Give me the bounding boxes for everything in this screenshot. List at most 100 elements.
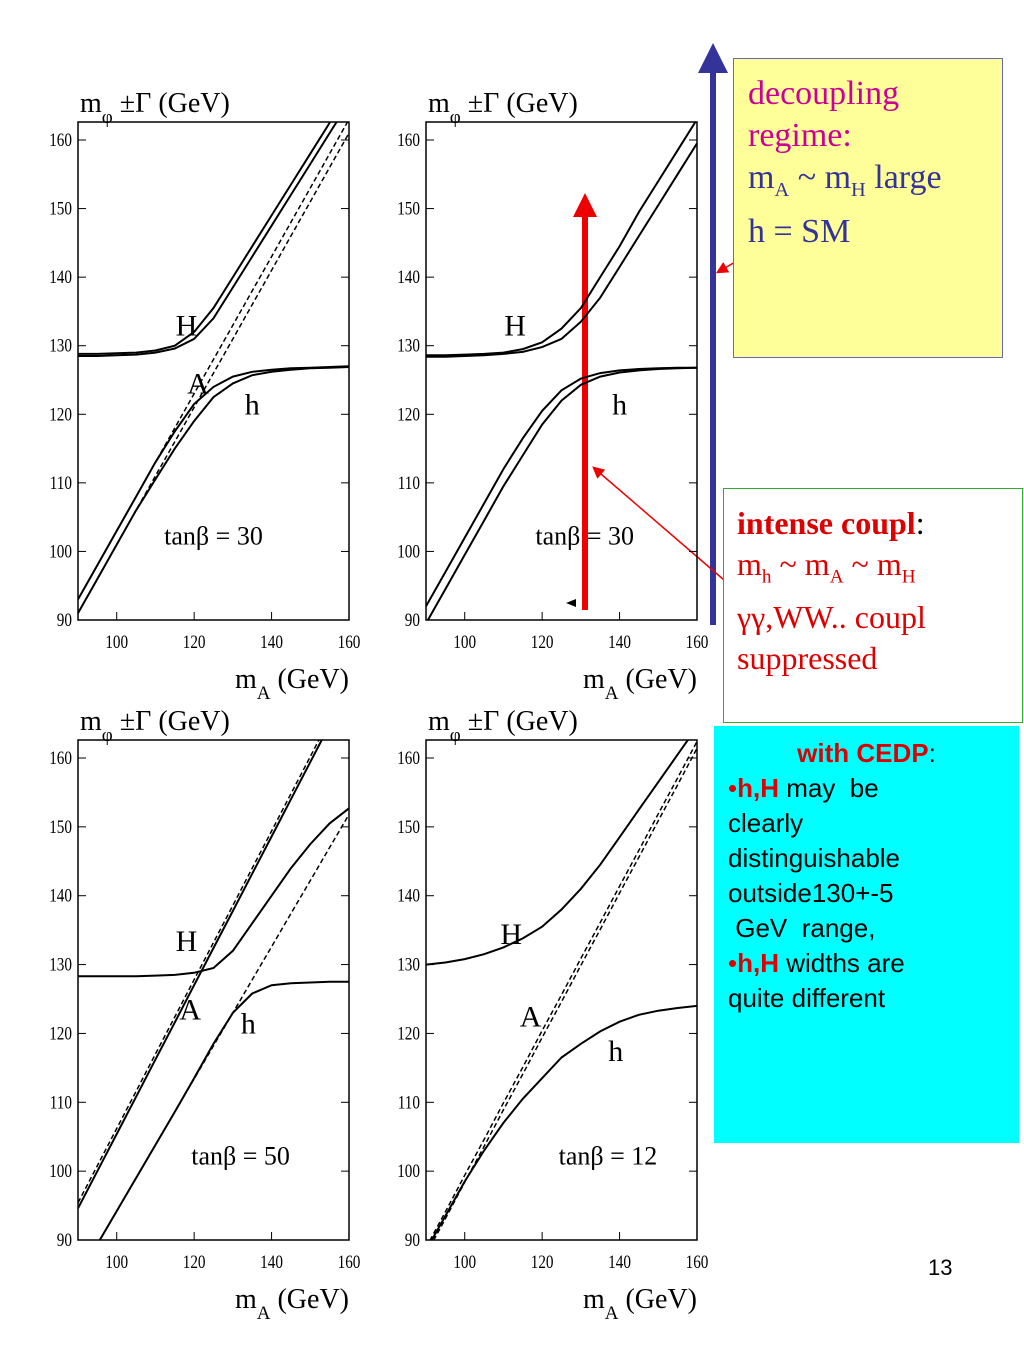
bullet: • [728,948,738,978]
text: decoupling [748,75,900,112]
line [78,122,349,600]
text: m [428,88,450,119]
text: ~ m [789,159,852,196]
annotation: A [187,368,209,401]
x-tick-label: 140 [608,1251,631,1272]
y-tick-label: 110 [398,1092,420,1113]
text: ~ m [771,546,830,582]
text: mh ~ mA ~ mH [737,544,1022,597]
annotation: tanβ = 12 [559,1141,658,1170]
text: GeV range, [728,913,876,943]
text: mA ~ mH large [748,157,1002,211]
y-tick-label: 140 [397,885,420,906]
text: A [829,566,844,588]
y-tick-label: 120 [49,1023,72,1044]
text: H [901,566,916,588]
text: ±Γ (GeV) [113,88,230,119]
text: h = SM [748,212,851,250]
x-tick-label: 140 [608,631,631,652]
y-tick-label: 100 [397,1161,420,1182]
cedp-box: with CEDP: •h,H may be clearly distinguish… [714,726,1019,1143]
x-tick-label: 120 [531,631,554,652]
text: (GeV) [618,664,697,695]
annotation: H [504,309,526,342]
y-tick-label: 110 [50,1092,72,1113]
y-tick-label: 150 [397,816,420,837]
title: with CEDP: [728,736,1019,771]
annotation: H [176,309,198,342]
text: A [257,683,271,704]
text: m [235,664,257,695]
y-tick-label: 150 [49,198,72,219]
y-tick-label: 90 [57,609,72,630]
y-axis-label: mφ ±Γ (GeV) [428,88,578,128]
annotation: H [176,925,198,958]
annotation: A [520,1001,542,1034]
line [426,122,697,357]
text: H [851,178,866,201]
text: h [761,566,772,588]
x-tick-label: 160 [338,1251,361,1272]
line [78,740,323,1209]
text: quite different [728,983,886,1013]
y-tick-label: 100 [397,541,420,562]
line [430,1004,697,1240]
page-number: 13 [928,1255,953,1280]
text: (GeV) [270,1284,349,1315]
decoupling-box: decoupling regime: mA ~ mH large h = SM [733,58,1003,358]
bullets: •h,H may be clearly distinguishable outside… [728,771,1019,1016]
line [78,807,349,978]
line [78,740,320,1204]
y-tick-label: 140 [397,267,420,288]
text: A [774,178,790,201]
bullet-line: GeV range, [728,911,1019,946]
text: distinguishable [728,843,901,873]
y-tick-label: 90 [405,609,420,630]
y-tick-label: 130 [397,954,420,975]
plot-frame [425,121,698,621]
text: : [915,505,925,541]
text: intense coupl: [737,503,1022,544]
y-tick-label: 100 [49,541,72,562]
x-tick-label: 100 [105,631,128,652]
annotation: h [241,1007,256,1040]
text: γγ,WW.. coupl [737,599,926,636]
y-tick-label: 130 [49,335,72,356]
annotation: h [245,388,260,421]
bullet-line: distinguishable [728,841,1019,876]
annotation: tanβ = 30 [164,522,263,551]
text: (GeV) [270,664,349,695]
x-tick-label: 100 [453,631,476,652]
text: ±Γ (GeV) [461,88,578,119]
y-tick-label: 120 [49,404,72,425]
text: suppressed [737,640,878,677]
text: m [583,664,605,695]
x-axis-label: mA (GeV) [235,664,349,704]
bullet-line: clearly [728,806,1019,841]
bullet-line: •h,H may be [728,771,1019,806]
y-axis-label: mφ ±Γ (GeV) [80,88,230,128]
callout-arrow [592,466,739,593]
line [426,740,690,966]
y-axis-label: mφ ±Γ (GeV) [428,706,578,746]
text: m [235,1284,257,1315]
plot-frame [77,121,350,621]
y-tick-label: 110 [50,472,72,493]
text: A [605,1303,619,1324]
plot-frame [425,739,698,1241]
series-group [78,122,349,614]
text: : [928,738,936,768]
text: large [865,159,942,196]
x-tick-label: 140 [260,631,283,652]
x-tick-label: 140 [260,1251,283,1272]
y-tick-label: 160 [49,747,72,768]
y-tick-label: 150 [49,816,72,837]
text: ±Γ (GeV) [461,706,578,737]
x-tick-label: 120 [531,1251,554,1272]
x-tick-label: 160 [338,631,361,652]
annotation: tanβ = 30 [535,522,634,551]
text: h,H [737,773,779,803]
plot-frame [77,739,350,1241]
text: h,H [737,948,779,978]
text: φ [102,725,113,746]
